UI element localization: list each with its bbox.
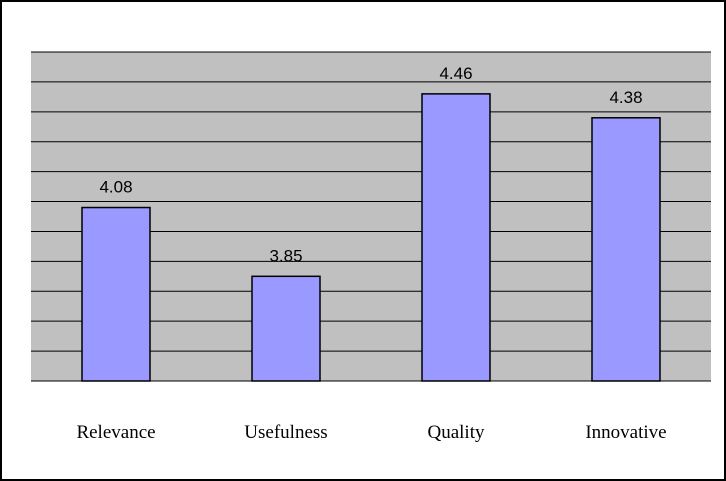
category-label-usefulness: Usefulness bbox=[244, 422, 327, 443]
bar-innovative bbox=[591, 117, 661, 382]
value-label-innovative: 4.38 bbox=[609, 88, 642, 107]
value-label-quality: 4.46 bbox=[439, 64, 472, 83]
category-label-quality: Quality bbox=[428, 422, 485, 443]
bars bbox=[81, 93, 661, 382]
value-label-relevance: 4.08 bbox=[99, 178, 132, 197]
category-label-innovative: Innovative bbox=[585, 422, 666, 443]
bar-relevance bbox=[81, 206, 151, 382]
value-label-usefulness: 3.85 bbox=[269, 246, 302, 265]
value-labels: 4.08 3.85 4.46 4.38 bbox=[99, 64, 642, 265]
bar-usefulness bbox=[251, 275, 321, 382]
category-label-relevance: Relevance bbox=[76, 422, 155, 443]
bar-quality bbox=[421, 93, 491, 382]
category-labels: Relevance Usefulness Quality Innovative bbox=[76, 422, 666, 443]
